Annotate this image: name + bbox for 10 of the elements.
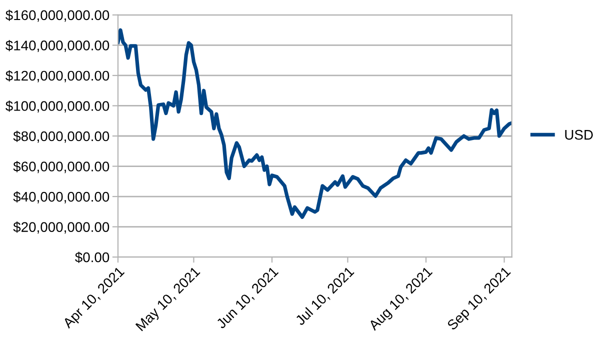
y-tick-label: $40,000,000.00 <box>13 191 110 204</box>
y-tick-label: $0.00 <box>75 252 110 264</box>
y-tick-label: $100,000,000.00 <box>6 100 110 113</box>
y-tick-label: $160,000,000.00 <box>6 10 110 22</box>
y-tick-label: $60,000,000.00 <box>13 161 110 174</box>
y-tick-label: $80,000,000.00 <box>13 130 110 143</box>
y-tick-label: $120,000,000.00 <box>6 70 110 82</box>
y-tick-label: $140,000,000.00 <box>6 40 110 52</box>
legend-label: USD <box>565 130 593 140</box>
y-tick-label: $20,000,000.00 <box>13 222 110 234</box>
